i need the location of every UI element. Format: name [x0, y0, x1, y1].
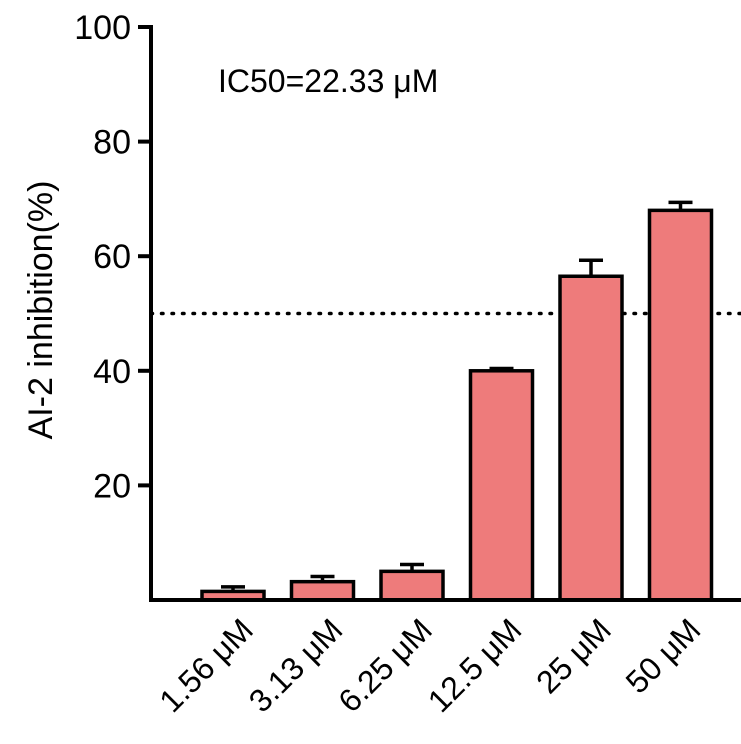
category-label-6: 50 μM — [619, 611, 708, 700]
category-label-3: 6.25 μM — [331, 611, 439, 719]
bar-4 — [468, 369, 535, 602]
y-tick-label-100: 100 — [74, 9, 131, 47]
bar-2 — [289, 579, 356, 602]
ic50-annotation: IC50=22.33 μM — [218, 63, 438, 99]
y-tick-label-60: 60 — [93, 238, 131, 276]
y-axis-label: AI-2 inhibition(%) — [22, 181, 60, 440]
category-label-2: 3.13 μM — [242, 611, 350, 719]
bar-3 — [379, 569, 445, 602]
y-tick-label-20: 20 — [93, 467, 131, 505]
y-tick-label-80: 80 — [93, 124, 131, 162]
category-label-1: 1.56 μM — [152, 611, 260, 719]
category-label-4: 12.5 μM — [421, 611, 529, 719]
bar-5 — [558, 274, 624, 602]
category-label-5: 25 μM — [529, 611, 618, 700]
bar-6 — [647, 208, 714, 602]
y-tick-label-40: 40 — [93, 353, 131, 391]
